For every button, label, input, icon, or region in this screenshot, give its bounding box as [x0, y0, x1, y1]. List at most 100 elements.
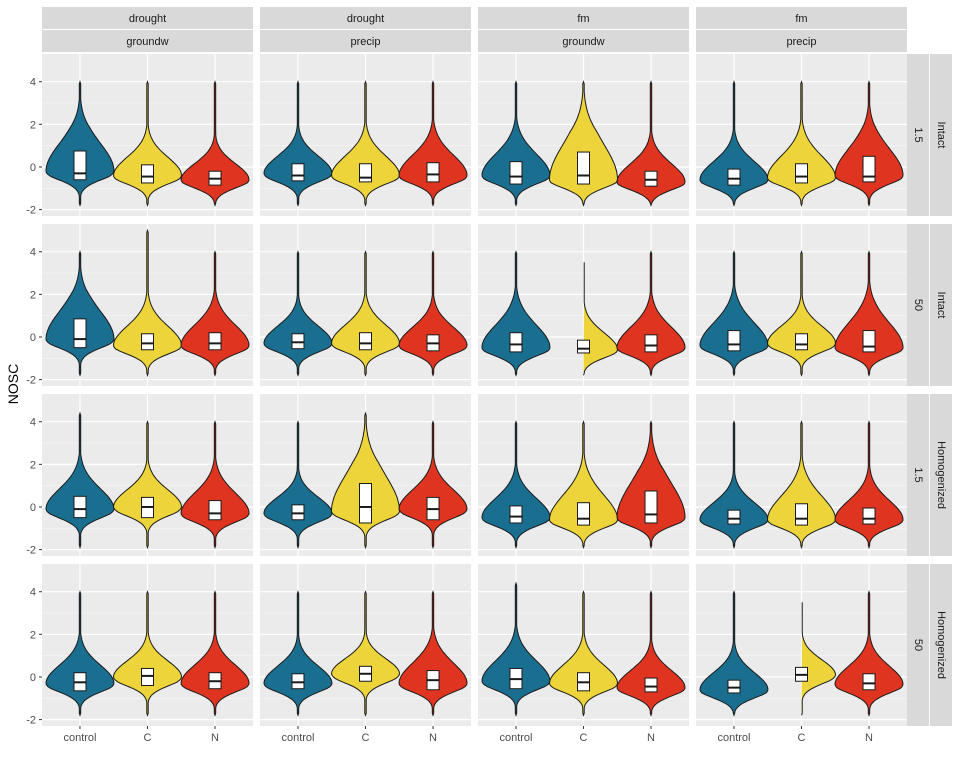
box-control [509, 505, 523, 524]
column-strip-top: fm [795, 13, 807, 25]
panel: control C N [260, 564, 471, 744]
x-tick-label: control [281, 732, 314, 744]
box-control [73, 318, 87, 349]
violin-N [834, 590, 904, 717]
violin-control [699, 590, 769, 717]
violin-N [180, 80, 250, 207]
y-tick-label: 2 [30, 459, 36, 471]
column-strip-top: drought [347, 13, 384, 25]
x-tick-label: N [865, 732, 873, 744]
row-strip-outer: Homogenized [935, 441, 947, 509]
violin-C [583, 262, 618, 376]
violin-control [481, 80, 551, 207]
y-tick-label: 2 [30, 289, 36, 301]
box-N [208, 332, 222, 351]
panel [260, 394, 471, 556]
violin-N [616, 420, 686, 550]
violin-control [45, 80, 115, 207]
y-tick-label: 4 [30, 77, 36, 89]
box-N [644, 490, 658, 524]
x-tick-label: control [63, 732, 96, 744]
panel: control C N [478, 564, 689, 744]
violin-N [180, 590, 250, 717]
violin-N [180, 250, 250, 377]
box-C [359, 483, 372, 524]
strip-bottom-bg [42, 30, 253, 52]
box-N [644, 334, 658, 353]
box-N [644, 677, 658, 693]
violin-control [481, 420, 551, 550]
strip-bottom-bg [478, 30, 689, 52]
violin-control [45, 250, 115, 377]
box-control [727, 168, 741, 186]
strip-outer-bg [930, 394, 952, 556]
box-control [291, 673, 305, 690]
box-N [862, 507, 876, 525]
strip-bottom-bg [696, 30, 907, 52]
box-C [795, 333, 808, 351]
panel: control C N [696, 564, 907, 744]
row-strip-inner: 1.5 [912, 467, 924, 482]
box-C [795, 163, 808, 184]
strip-top-bg [478, 7, 689, 29]
box-control [727, 509, 741, 525]
x-tick-label: C [798, 732, 806, 744]
x-tick-label: C [144, 732, 152, 744]
strip-top-bg [260, 7, 471, 29]
panel [260, 54, 471, 216]
violin-control [263, 250, 333, 377]
violin-C [766, 420, 837, 550]
panel: -2 0 2 4 [26, 224, 253, 387]
violin-N [834, 420, 904, 550]
x-tick-label: N [211, 732, 219, 744]
strip-inner-bg [907, 224, 929, 386]
box-control [291, 504, 305, 521]
violin-C [767, 250, 836, 377]
strip-outer-bg [930, 224, 952, 386]
violin-N [616, 80, 686, 207]
box-control [509, 332, 523, 353]
y-tick-label: 4 [30, 247, 36, 259]
y-tick-label: 0 [30, 332, 36, 344]
strip-bottom-bg [260, 30, 471, 52]
strip-outer-bg [930, 564, 952, 726]
column-strip-bottom: precip [787, 36, 817, 48]
violin-control [45, 590, 115, 717]
y-tick-label: -2 [26, 375, 36, 387]
violin-control [481, 250, 551, 377]
violin-N [398, 420, 468, 550]
strip-outer-bg [930, 54, 952, 216]
violin-control [481, 581, 551, 717]
y-tick-label: -2 [26, 205, 36, 217]
violin-C [113, 420, 182, 550]
violin-C [548, 80, 619, 207]
box-control [73, 150, 87, 181]
box-control [509, 161, 523, 185]
panel [478, 224, 689, 386]
x-tick-label: N [429, 732, 437, 744]
violin-C [549, 590, 618, 717]
column-strip-bottom: groundw [126, 36, 168, 48]
box-control [73, 495, 87, 519]
violin-control [263, 420, 333, 550]
violin-C [331, 411, 400, 550]
violin-C [113, 228, 182, 378]
violin-C [801, 602, 837, 716]
panel [478, 394, 689, 556]
x-tick-label: C [362, 732, 370, 744]
violin-C [112, 590, 183, 717]
box-control [291, 163, 305, 182]
violin-control [263, 80, 333, 207]
panel [260, 224, 471, 386]
y-tick-label: 0 [30, 162, 36, 174]
strip-inner-bg [907, 394, 929, 556]
box-control [727, 330, 741, 352]
violin-C [331, 80, 400, 207]
box-N [862, 330, 876, 353]
violin-control [699, 420, 769, 550]
panel [478, 54, 689, 216]
panel: -2 0 2 4 [26, 394, 253, 557]
panel: -2 0 2 4 [26, 54, 253, 217]
x-tick-label: C [580, 732, 588, 744]
